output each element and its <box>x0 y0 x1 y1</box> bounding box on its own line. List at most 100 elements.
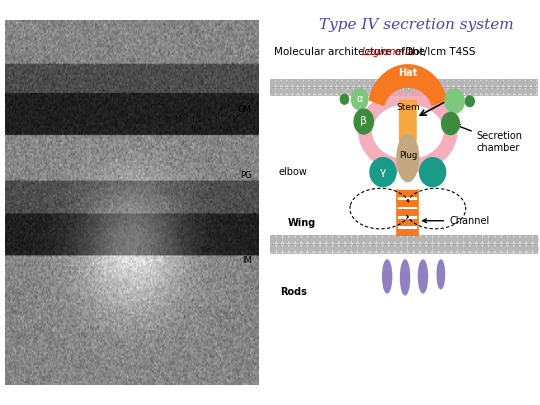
Text: IM: IM <box>242 256 252 265</box>
Circle shape <box>370 88 375 94</box>
Circle shape <box>271 245 276 252</box>
Circle shape <box>282 80 286 86</box>
Polygon shape <box>369 65 447 105</box>
Circle shape <box>402 236 407 243</box>
Ellipse shape <box>441 112 460 135</box>
Circle shape <box>327 245 332 252</box>
Bar <box>397 229 418 236</box>
Circle shape <box>421 245 426 252</box>
Circle shape <box>387 88 392 94</box>
Circle shape <box>446 245 451 252</box>
Circle shape <box>498 88 503 94</box>
Circle shape <box>276 80 281 86</box>
Circle shape <box>509 88 514 94</box>
Ellipse shape <box>340 94 349 105</box>
Circle shape <box>364 236 369 243</box>
Circle shape <box>354 88 359 94</box>
Circle shape <box>343 80 347 86</box>
Circle shape <box>370 245 376 252</box>
Circle shape <box>314 245 320 252</box>
Circle shape <box>354 80 359 86</box>
Circle shape <box>521 236 525 243</box>
Circle shape <box>321 80 325 86</box>
Circle shape <box>489 236 495 243</box>
Circle shape <box>352 245 357 252</box>
Circle shape <box>504 88 508 94</box>
Circle shape <box>289 236 295 243</box>
Circle shape <box>395 245 401 252</box>
Circle shape <box>509 80 514 86</box>
Circle shape <box>533 245 538 252</box>
Circle shape <box>431 80 436 86</box>
Circle shape <box>287 88 292 94</box>
Ellipse shape <box>400 259 410 296</box>
Text: elbow: elbow <box>279 167 307 177</box>
Circle shape <box>332 80 336 86</box>
Circle shape <box>376 88 381 94</box>
Circle shape <box>293 80 298 86</box>
Circle shape <box>431 88 436 94</box>
Circle shape <box>376 80 381 86</box>
Text: Type IV secretion system: Type IV secretion system <box>319 18 514 32</box>
Circle shape <box>477 245 482 252</box>
Circle shape <box>526 88 531 94</box>
Circle shape <box>408 245 413 252</box>
Ellipse shape <box>464 95 475 107</box>
Ellipse shape <box>382 259 393 294</box>
Circle shape <box>377 245 382 252</box>
Circle shape <box>526 236 532 243</box>
Circle shape <box>470 80 475 86</box>
Circle shape <box>389 245 395 252</box>
Circle shape <box>358 245 363 252</box>
Circle shape <box>443 80 447 86</box>
Bar <box>397 209 418 216</box>
Circle shape <box>315 88 320 94</box>
Circle shape <box>476 80 481 86</box>
Circle shape <box>395 236 401 243</box>
Circle shape <box>414 245 420 252</box>
Circle shape <box>337 88 342 94</box>
Circle shape <box>492 88 497 94</box>
Circle shape <box>458 245 463 252</box>
Circle shape <box>452 236 457 243</box>
Circle shape <box>426 88 431 94</box>
Text: Rods: Rods <box>280 287 307 296</box>
Circle shape <box>304 80 308 86</box>
Circle shape <box>404 80 408 86</box>
Circle shape <box>298 88 303 94</box>
Circle shape <box>295 245 301 252</box>
Text: Secretion
chamber: Secretion chamber <box>456 125 523 153</box>
Circle shape <box>337 80 342 86</box>
Text: Stem: Stem <box>396 103 420 112</box>
Circle shape <box>348 80 353 86</box>
Circle shape <box>404 88 408 94</box>
Circle shape <box>482 80 486 86</box>
Circle shape <box>283 236 288 243</box>
Ellipse shape <box>444 89 465 114</box>
Circle shape <box>443 88 447 94</box>
Circle shape <box>393 80 397 86</box>
Circle shape <box>476 88 481 94</box>
Circle shape <box>526 80 531 86</box>
Circle shape <box>321 245 326 252</box>
Text: Channel: Channel <box>423 216 489 226</box>
Bar <box>270 244 537 253</box>
Ellipse shape <box>369 157 397 187</box>
Circle shape <box>464 236 469 243</box>
Circle shape <box>515 80 519 86</box>
Circle shape <box>483 245 488 252</box>
Circle shape <box>302 236 307 243</box>
Circle shape <box>415 80 420 86</box>
Circle shape <box>508 236 513 243</box>
Bar <box>270 87 537 95</box>
Circle shape <box>421 80 425 86</box>
Circle shape <box>293 88 298 94</box>
Circle shape <box>409 80 414 86</box>
Circle shape <box>465 80 469 86</box>
Circle shape <box>470 236 476 243</box>
Circle shape <box>504 80 508 86</box>
Circle shape <box>515 88 519 94</box>
Circle shape <box>458 236 463 243</box>
Circle shape <box>393 88 397 94</box>
FancyBboxPatch shape <box>399 100 417 142</box>
